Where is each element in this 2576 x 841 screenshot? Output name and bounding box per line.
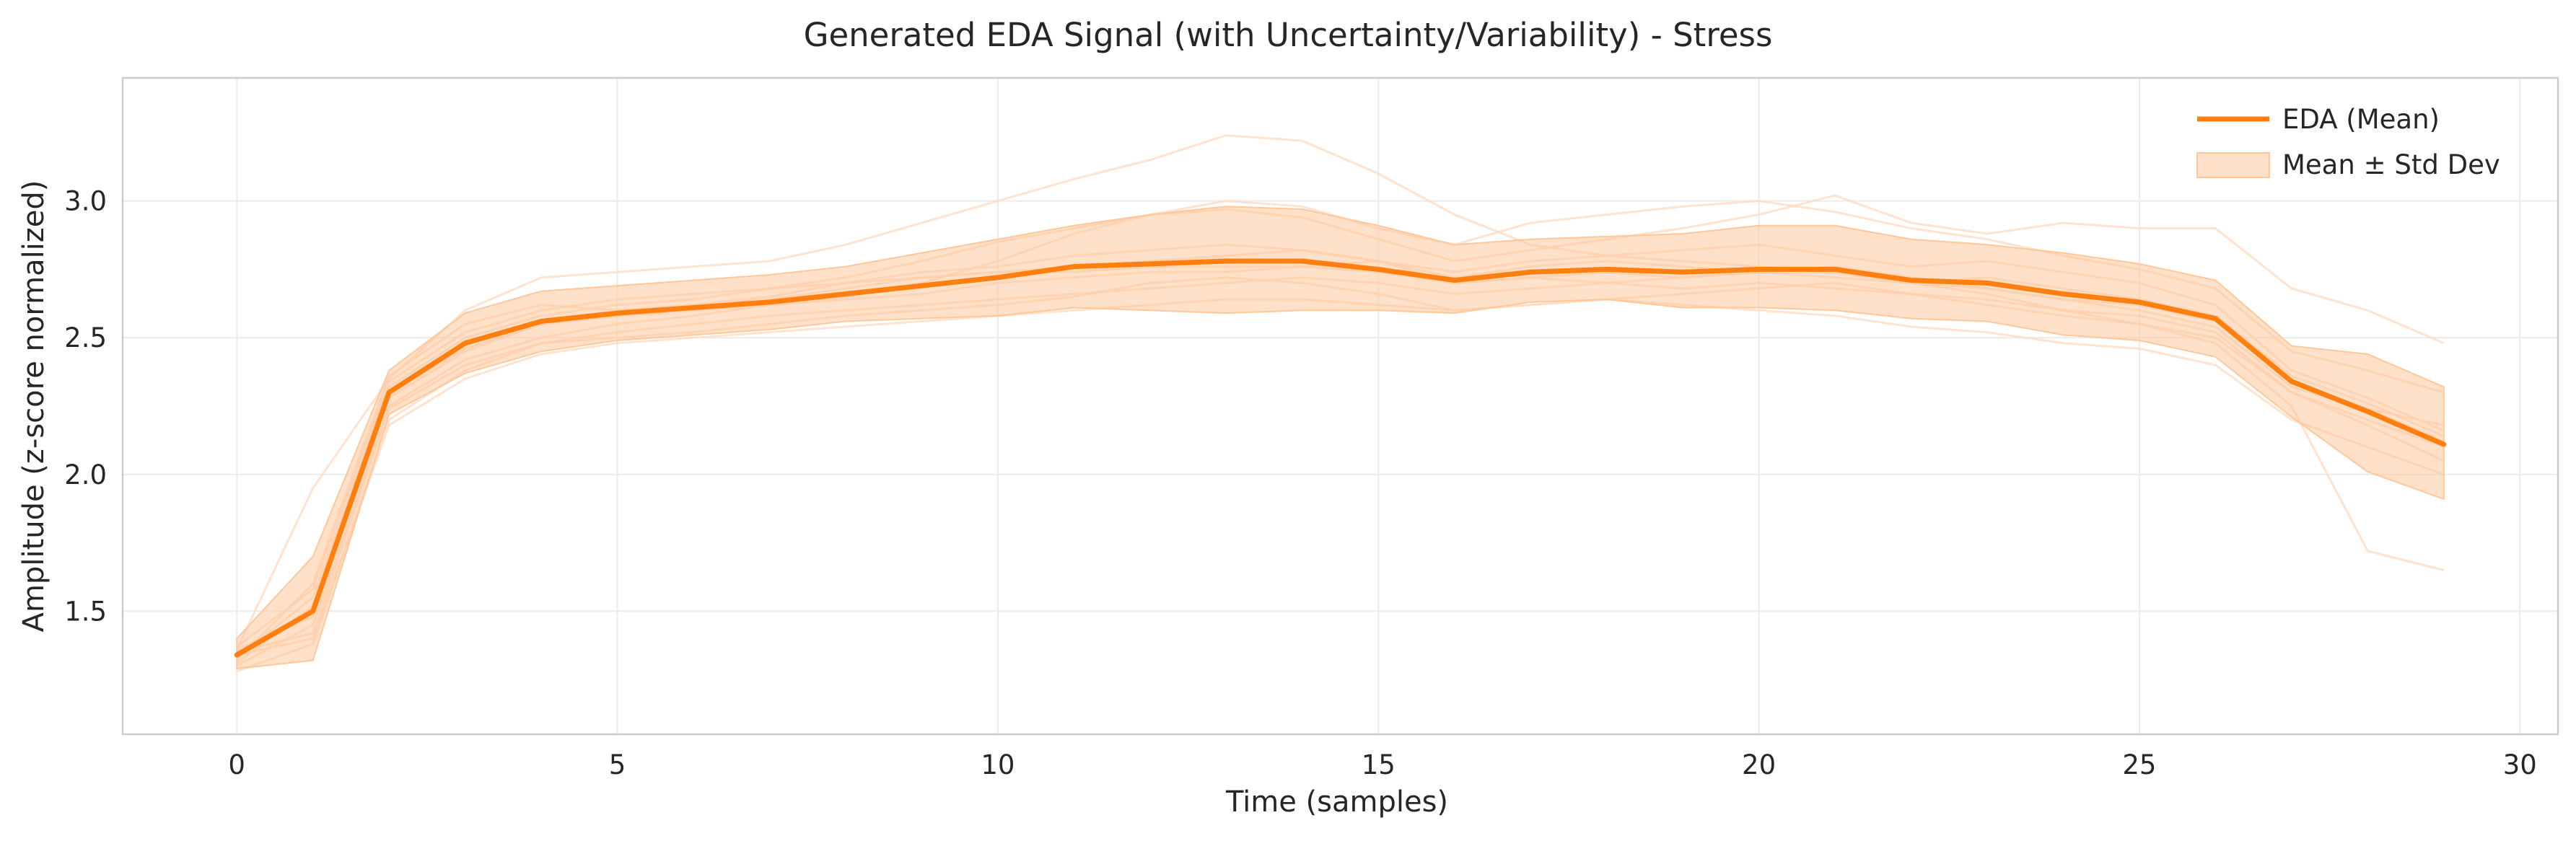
plot-frame <box>121 76 2559 736</box>
x-tick-label: 20 <box>1742 749 1776 780</box>
x-tick-label: 0 <box>228 749 245 780</box>
chart-title: Generated EDA Signal (with Uncertainty/V… <box>804 16 1773 54</box>
y-tick-label: 3.0 <box>64 186 107 217</box>
axis-ticks: 0 5 10 15 20 25 30 1.5 2.0 2.5 3.0 <box>64 186 2537 780</box>
y-tick-label: 1.5 <box>64 596 107 627</box>
x-tick-label: 30 <box>2503 749 2537 780</box>
y-tick-label: 2.0 <box>64 459 107 490</box>
legend-band-swatch <box>2196 152 2270 178</box>
std-band <box>236 206 2445 670</box>
legend-mean-label: EDA (Mean) <box>2282 104 2440 135</box>
std-band-area <box>236 206 2445 670</box>
legend: EDA (Mean) Mean ± Std Dev <box>2196 104 2500 180</box>
mean-series <box>234 258 2447 658</box>
x-axis-label: Time (samples) <box>1225 785 1448 819</box>
sample-trace <box>235 134 2445 651</box>
sample-traces <box>235 134 2445 673</box>
mean-line <box>234 258 2447 658</box>
x-tick-label: 10 <box>981 749 1015 780</box>
y-tick-label: 2.5 <box>64 322 107 353</box>
legend-band-label: Mean ± Std Dev <box>2282 149 2500 180</box>
y-axis-label: Amplitude (z-score normalized) <box>17 180 51 633</box>
x-tick-label: 15 <box>1362 749 1396 780</box>
x-tick-label: 25 <box>2122 749 2156 780</box>
sample-trace <box>236 298 2445 656</box>
x-tick-label: 5 <box>609 749 626 780</box>
grid <box>123 78 2558 734</box>
